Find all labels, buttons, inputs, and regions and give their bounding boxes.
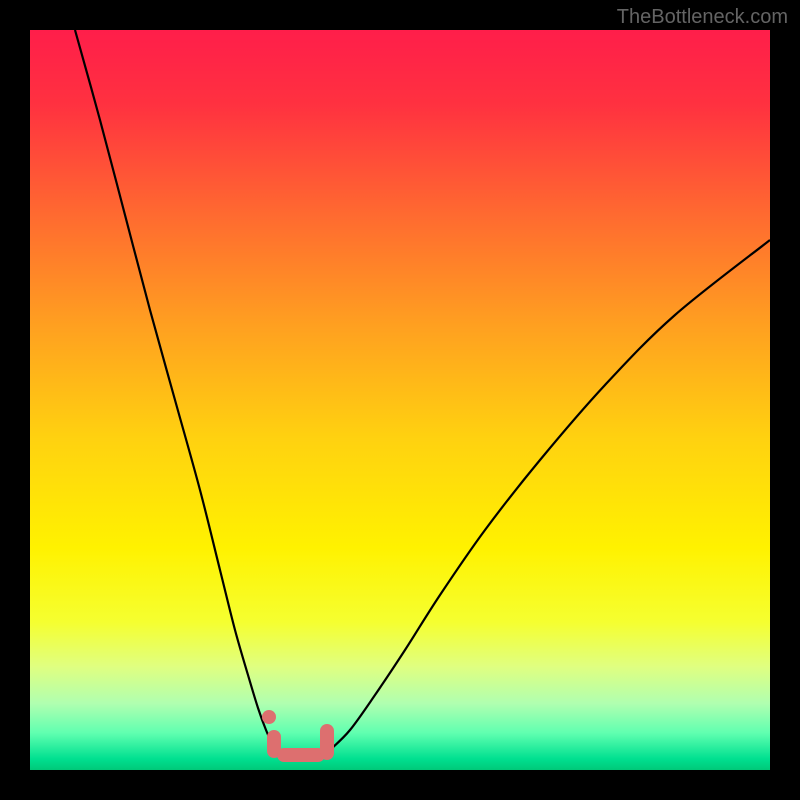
left-curve: [75, 30, 280, 755]
overlay-mark: [262, 710, 276, 724]
overlay-mark: [320, 724, 334, 760]
valley-overlay-marks: [262, 710, 334, 762]
chart-plot-area: [30, 30, 770, 770]
right-curve: [330, 240, 770, 750]
watermark-text: TheBottleneck.com: [617, 6, 788, 29]
chart-curves-layer: [30, 30, 770, 770]
overlay-mark: [277, 748, 325, 762]
